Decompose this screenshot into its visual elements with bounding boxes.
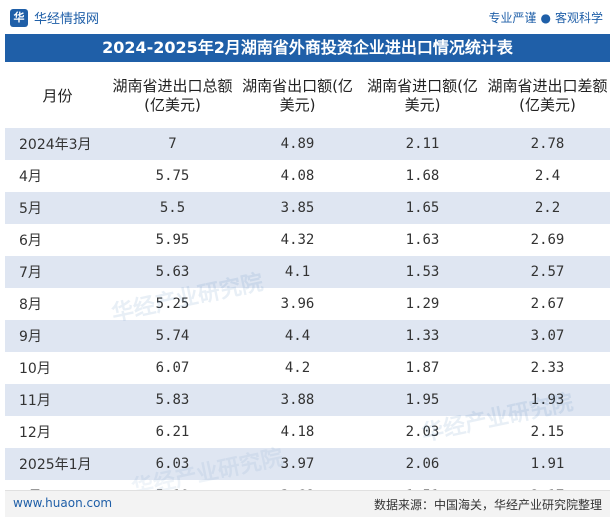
slogan: 专业严谨 ● 客观科学	[488, 9, 603, 26]
cell-month: 11月	[5, 384, 110, 416]
cell-balance: 1.91	[485, 448, 610, 480]
table-row: 8月 5.25 3.96 1.29 2.67	[5, 288, 610, 320]
cell-month: 5月	[5, 192, 110, 224]
cell-balance: 3.07	[485, 320, 610, 352]
cell-import: 1.87	[360, 352, 485, 384]
table-row: 2025年1月 6.03 3.97 2.06 1.91	[5, 448, 610, 480]
cell-balance: 2.57	[485, 256, 610, 288]
cell-total: 6.03	[110, 448, 235, 480]
cell-total: 6.07	[110, 352, 235, 384]
cell-export: 3.88	[235, 384, 360, 416]
site-link[interactable]: www.huaon.com	[13, 496, 113, 510]
source-label: 数据来源：	[373, 498, 434, 512]
page-title: 2024-2025年2月湖南省外商投资企业进出口情况统计表	[5, 34, 610, 62]
cell-balance: 2.2	[485, 192, 610, 224]
cell-import: 1.68	[360, 160, 485, 192]
cell-export: 4.18	[235, 416, 360, 448]
slogan-left: 专业严谨	[488, 11, 537, 25]
data-source: 数据来源：中国海关，华经产业研究院整理	[374, 496, 602, 513]
cell-month: 10月	[5, 352, 110, 384]
cell-export: 3.96	[235, 288, 360, 320]
table-row: 4月 5.75 4.08 1.68 2.4	[5, 160, 610, 192]
brand[interactable]: 华 华经情报网	[10, 8, 99, 27]
slogan-right: 客观科学	[554, 11, 603, 25]
cell-total: 6.21	[110, 416, 235, 448]
cell-balance: 2.69	[485, 224, 610, 256]
cell-month: 12月	[5, 416, 110, 448]
cell-import: 1.29	[360, 288, 485, 320]
cell-import: 1.63	[360, 224, 485, 256]
table-body: 2024年3月 7 4.89 2.11 2.78 4月 5.75 4.08 1.68 2.4 5月 5…	[5, 128, 610, 512]
cell-export: 4.89	[235, 128, 360, 160]
cell-total: 5.63	[110, 256, 235, 288]
header-total: 湖南省进出口总额(亿美元)	[110, 64, 235, 128]
header-month: 月份	[5, 64, 110, 128]
table-row: 5月 5.5 3.85 1.65 2.2	[5, 192, 610, 224]
cell-total: 5.95	[110, 224, 235, 256]
slogan-dot: ●	[540, 11, 551, 25]
cell-total: 5.83	[110, 384, 235, 416]
cell-import: 2.06	[360, 448, 485, 480]
table-row: 2024年3月 7 4.89 2.11 2.78	[5, 128, 610, 160]
cell-month: 7月	[5, 256, 110, 288]
cell-month: 2025年1月	[5, 448, 110, 480]
table-header-row: 月份 湖南省进出口总额(亿美元) 湖南省出口额(亿美元) 湖南省进口额(亿美元)…	[5, 64, 610, 128]
cell-month: 4月	[5, 160, 110, 192]
cell-export: 3.85	[235, 192, 360, 224]
cell-export: 4.08	[235, 160, 360, 192]
cell-import: 1.53	[360, 256, 485, 288]
footer: www.huaon.com 数据来源：中国海关，华经产业研究院整理	[5, 490, 610, 517]
table-row: 6月 5.95 4.32 1.63 2.69	[5, 224, 610, 256]
cell-total: 5.25	[110, 288, 235, 320]
header-export: 湖南省出口额(亿美元)	[235, 64, 360, 128]
cell-import: 1.65	[360, 192, 485, 224]
cell-import: 2.11	[360, 128, 485, 160]
cell-export: 4.4	[235, 320, 360, 352]
cell-total: 5.5	[110, 192, 235, 224]
cell-balance: 2.33	[485, 352, 610, 384]
cell-import: 1.95	[360, 384, 485, 416]
cell-month: 2024年3月	[5, 128, 110, 160]
cell-balance: 1.93	[485, 384, 610, 416]
cell-balance: 2.67	[485, 288, 610, 320]
cell-export: 4.32	[235, 224, 360, 256]
table-row: 7月 5.63 4.1 1.53 2.57	[5, 256, 610, 288]
cell-export: 4.2	[235, 352, 360, 384]
source-text: 中国海关，华经产业研究院整理	[433, 498, 602, 512]
cell-export: 4.1	[235, 256, 360, 288]
cell-export: 3.97	[235, 448, 360, 480]
cell-month: 9月	[5, 320, 110, 352]
header-balance: 湖南省进出口差额(亿美元)	[485, 64, 610, 128]
table-row: 11月 5.83 3.88 1.95 1.93	[5, 384, 610, 416]
cell-total: 7	[110, 128, 235, 160]
cell-total: 5.75	[110, 160, 235, 192]
header-import: 湖南省进口额(亿美元)	[360, 64, 485, 128]
cell-balance: 2.15	[485, 416, 610, 448]
brand-name: 华经情报网	[34, 12, 100, 27]
table-row: 12月 6.21 4.18 2.03 2.15	[5, 416, 610, 448]
cell-import: 1.33	[360, 320, 485, 352]
table-row: 9月 5.74 4.4 1.33 3.07	[5, 320, 610, 352]
cell-total: 5.74	[110, 320, 235, 352]
logo-icon: 华	[10, 8, 28, 27]
data-table: 月份 湖南省进出口总额(亿美元) 湖南省出口额(亿美元) 湖南省进口额(亿美元)…	[5, 64, 610, 512]
cell-balance: 2.4	[485, 160, 610, 192]
cell-month: 6月	[5, 224, 110, 256]
table-row: 10月 6.07 4.2 1.87 2.33	[5, 352, 610, 384]
cell-balance: 2.78	[485, 128, 610, 160]
cell-month: 8月	[5, 288, 110, 320]
cell-import: 2.03	[360, 416, 485, 448]
top-bar: 华 华经情报网 专业严谨 ● 客观科学	[0, 0, 615, 34]
